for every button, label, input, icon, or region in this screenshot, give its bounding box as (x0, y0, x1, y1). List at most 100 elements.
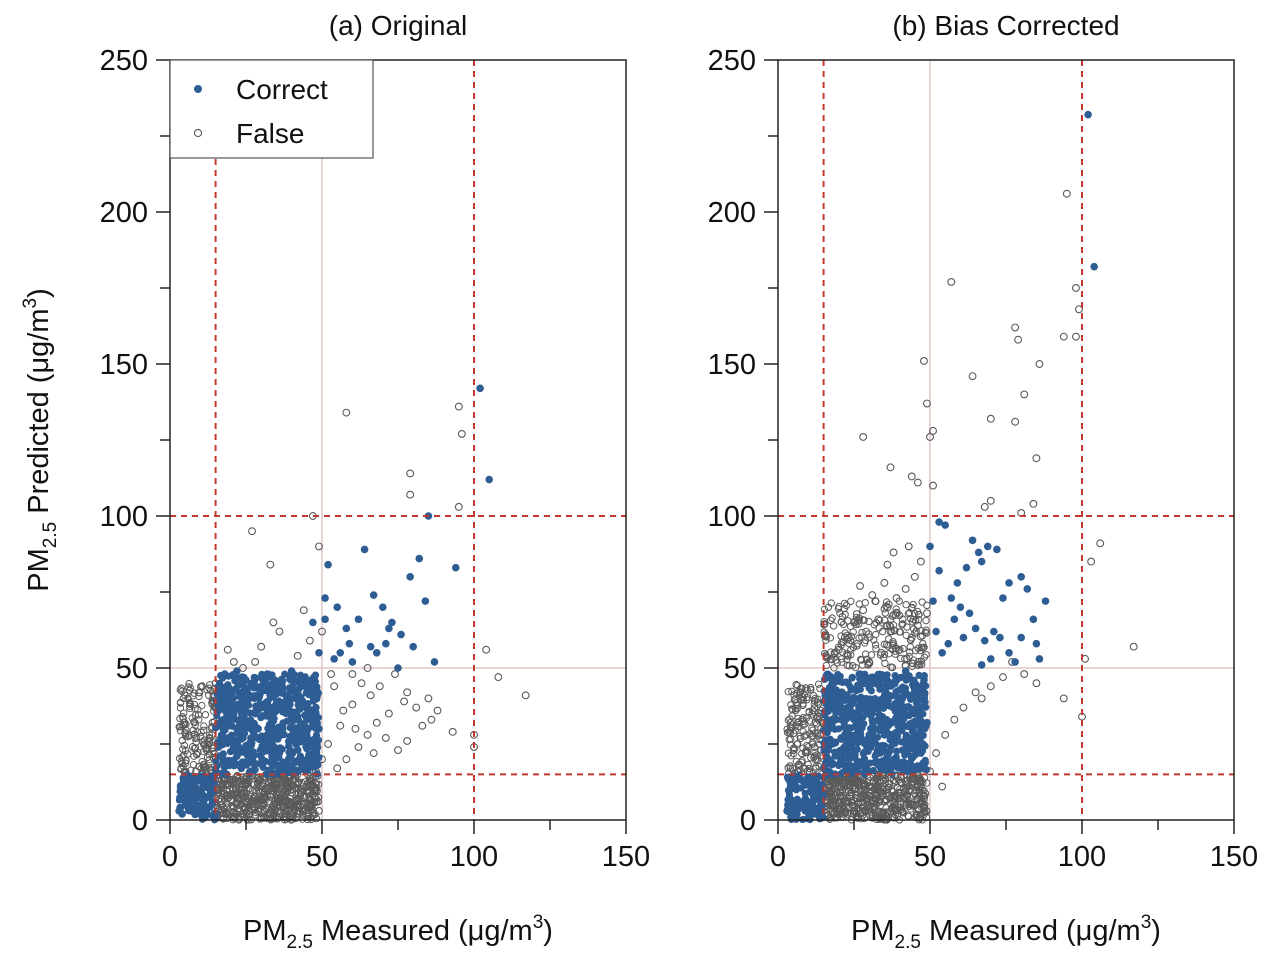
correct-point (810, 782, 819, 791)
false-point (886, 627, 895, 636)
correct-point (272, 700, 280, 708)
correct-point (898, 724, 906, 732)
false-point (804, 760, 812, 769)
correct-point (807, 788, 816, 797)
correct-point (842, 715, 850, 723)
false-point (177, 684, 185, 692)
correct-point (897, 706, 905, 714)
false-point (786, 764, 795, 772)
correct-point (866, 742, 874, 750)
false-point (269, 800, 278, 809)
false-point (834, 806, 843, 814)
correct-point (290, 759, 298, 767)
false-point (914, 615, 923, 624)
false-point (372, 718, 381, 727)
false-point (284, 797, 293, 805)
false-point (180, 741, 189, 750)
correct-point (786, 778, 794, 786)
false-point (802, 684, 810, 692)
correct-point (909, 676, 917, 684)
false-point (887, 615, 895, 623)
false-point (258, 782, 266, 790)
false-point (305, 793, 313, 801)
false-point (802, 731, 810, 739)
correct-point (983, 542, 992, 551)
false-point (843, 636, 851, 644)
false-point (809, 706, 817, 715)
false-point (882, 598, 891, 606)
false-point (427, 715, 436, 724)
correct-point (281, 670, 289, 678)
false-point (868, 591, 877, 599)
false-point (191, 721, 200, 730)
false-point (885, 649, 893, 658)
correct-point (901, 740, 910, 748)
false-point (829, 622, 838, 630)
false-point (354, 743, 363, 751)
correct-point (300, 736, 308, 745)
correct-point (199, 791, 208, 800)
x-tick-label: 50 (914, 841, 946, 873)
false-point (858, 628, 866, 637)
false-point (204, 691, 213, 699)
correct-point (476, 384, 484, 393)
false-point (912, 811, 920, 820)
false-point (269, 790, 277, 798)
correct-point (415, 554, 424, 563)
correct-point (256, 746, 264, 754)
false-point (240, 793, 248, 801)
false-point (1020, 670, 1029, 679)
false-point (847, 792, 855, 801)
false-point (257, 642, 266, 651)
false-point (840, 599, 849, 608)
false-point (315, 542, 323, 551)
false-point (880, 640, 889, 648)
false-point (835, 801, 843, 810)
false-point (186, 704, 194, 713)
false-point (932, 749, 941, 758)
false-point (799, 700, 807, 708)
correct-point (369, 591, 378, 599)
false-point (239, 664, 247, 672)
correct-point (333, 603, 342, 611)
correct-point (860, 755, 869, 763)
correct-point (309, 618, 317, 627)
false-point (391, 670, 399, 679)
false-point (1087, 557, 1096, 566)
false-point (999, 673, 1007, 682)
correct-point (258, 754, 266, 762)
correct-point (1032, 639, 1041, 648)
y-tick-label: 100 (100, 501, 148, 533)
false-point (190, 718, 198, 726)
false-point (330, 682, 339, 691)
correct-point (1017, 633, 1025, 642)
correct-point (832, 694, 841, 702)
correct-point (281, 697, 290, 706)
false-point (348, 670, 357, 679)
correct-point (300, 756, 309, 764)
false-point (179, 714, 187, 723)
false-point (848, 661, 857, 670)
false-point (806, 683, 815, 692)
false-point (866, 797, 875, 805)
x-tick-label: 100 (450, 841, 498, 873)
false-point (454, 502, 463, 511)
false-point (403, 737, 412, 745)
correct-point (184, 788, 193, 797)
correct-series (175, 384, 494, 818)
correct-point (868, 696, 877, 704)
false-point (812, 764, 820, 773)
false-point (840, 633, 849, 642)
false-point (901, 585, 910, 593)
false-point (845, 634, 853, 642)
correct-point (919, 687, 927, 695)
false-point (200, 736, 209, 744)
correct-point (266, 758, 275, 767)
correct-point (299, 765, 307, 773)
correct-point (485, 475, 494, 484)
correct-point (242, 718, 250, 727)
correct-point (294, 712, 302, 720)
correct-point (987, 655, 995, 663)
false-point (1071, 284, 1080, 292)
false-point (199, 726, 208, 735)
